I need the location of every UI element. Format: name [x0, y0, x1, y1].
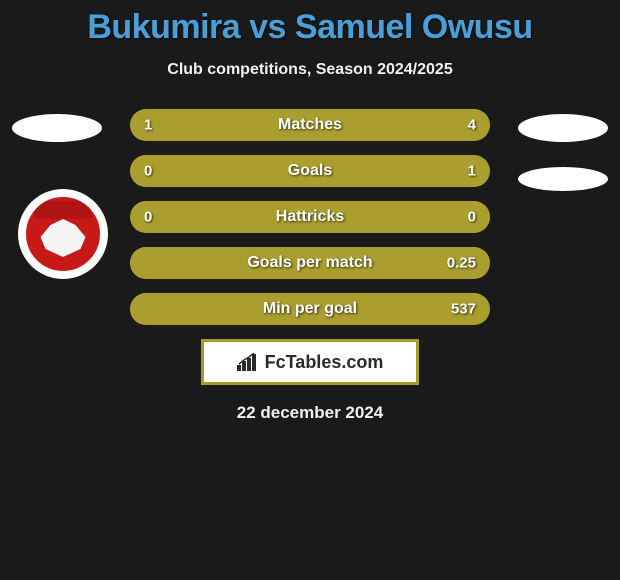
stat-value-left: 0	[144, 209, 152, 226]
stat-row: Hattricks 0 0	[130, 201, 490, 233]
stats-area: Matches 1 4 Goals 0 1 Hattricks 0 0 Goals per mat…	[0, 109, 620, 423]
stat-row: Matches 1 4	[130, 109, 490, 141]
stat-value-right: 4	[468, 117, 476, 134]
player-left-photo	[12, 114, 102, 142]
stat-row: Goals 0 1	[130, 155, 490, 187]
club-badge	[18, 189, 108, 279]
stat-label: Goals per match	[247, 254, 372, 272]
stat-value-right: 1	[468, 163, 476, 180]
brand-box[interactable]: FcTables.com	[201, 339, 419, 385]
date-text: 22 december 2024	[0, 403, 620, 423]
stat-value-left: 0	[144, 163, 152, 180]
club-badge-inner	[24, 195, 102, 273]
stat-label: Matches	[278, 116, 342, 134]
stat-left-fill	[130, 109, 202, 141]
root: Bukumira vs Samuel Owusu Club competitio…	[0, 0, 620, 423]
chart-icon	[237, 353, 259, 371]
player-right-photo-2	[518, 167, 608, 191]
stat-value-right: 0	[468, 209, 476, 226]
stat-value-right: 0.25	[447, 255, 476, 272]
stat-rows: Matches 1 4 Goals 0 1 Hattricks 0 0 Goals per mat…	[130, 109, 490, 325]
subtitle: Club competitions, Season 2024/2025	[0, 61, 620, 79]
stat-value-left: 1	[144, 117, 152, 134]
stat-row: Goals per match 0.25	[130, 247, 490, 279]
stat-label: Min per goal	[263, 300, 357, 318]
brand-text: FcTables.com	[265, 352, 384, 373]
stat-label: Hattricks	[276, 208, 344, 226]
stat-value-right: 537	[451, 301, 476, 318]
stat-row: Min per goal 537	[130, 293, 490, 325]
stat-label: Goals	[288, 162, 332, 180]
player-right-photo	[518, 114, 608, 142]
stat-right-fill	[202, 109, 490, 141]
page-title: Bukumira vs Samuel Owusu	[0, 8, 620, 47]
